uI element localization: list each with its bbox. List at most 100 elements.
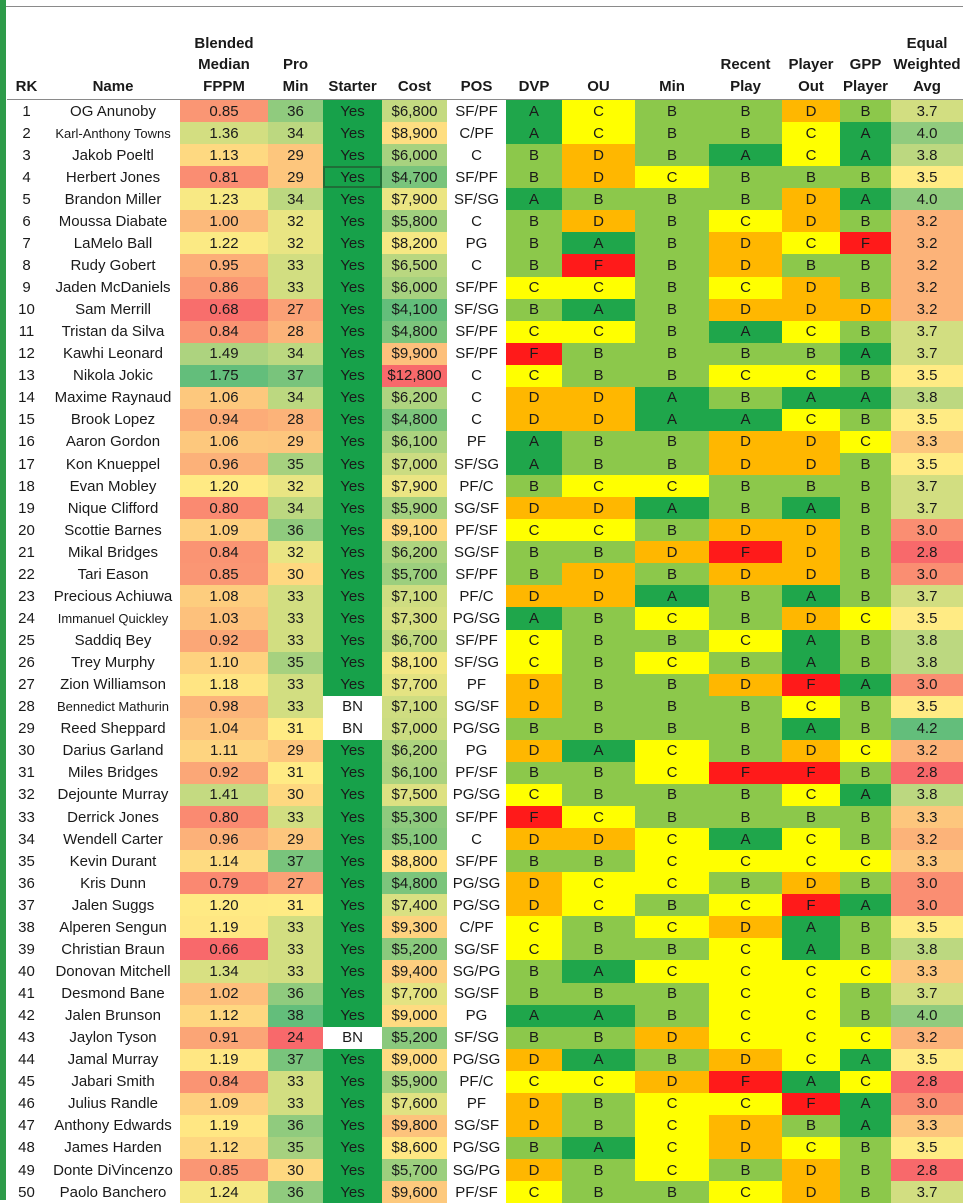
cell-min2[interactable]: C (635, 607, 709, 629)
cell-dvp[interactable]: B (506, 762, 562, 784)
cell-ou[interactable]: B (562, 365, 635, 387)
cell-fppm[interactable]: 0.85 (180, 1159, 268, 1181)
cell-rk[interactable]: 15 (7, 409, 46, 431)
cell-rk[interactable]: 40 (7, 960, 46, 982)
cell-out[interactable]: B (782, 1115, 840, 1137)
cell-fppm[interactable]: 1.12 (180, 1005, 268, 1027)
cell-cost[interactable]: $7,900 (382, 475, 447, 497)
cell-fppm[interactable]: 0.85 (180, 100, 268, 123)
cell-cost[interactable]: $6,000 (382, 277, 447, 299)
cell-min2[interactable]: B (635, 630, 709, 652)
cell-min2[interactable]: B (635, 210, 709, 232)
cell-out[interactable]: D (782, 541, 840, 563)
cell-fppm[interactable]: 1.41 (180, 784, 268, 806)
cell-out[interactable]: A (782, 1071, 840, 1093)
cell-min[interactable]: 34 (268, 188, 323, 210)
cell-min[interactable]: 37 (268, 850, 323, 872)
cell-out[interactable]: F (782, 762, 840, 784)
cell-avg[interactable]: 3.2 (891, 277, 963, 299)
cell-cost[interactable]: $4,800 (382, 409, 447, 431)
header-min[interactable]: Min (635, 7, 709, 100)
cell-pos[interactable]: PF/SF (447, 519, 506, 541)
cell-ou[interactable]: C (562, 475, 635, 497)
cell-avg[interactable]: 3.7 (891, 100, 963, 123)
cell-gpp[interactable]: B (840, 630, 891, 652)
cell-rk[interactable]: 12 (7, 343, 46, 365)
cell-pos[interactable]: PG/SG (447, 607, 506, 629)
cell-name[interactable]: Jalen Brunson (46, 1005, 180, 1027)
cell-gpp[interactable]: C (840, 431, 891, 453)
cell-min2[interactable]: B (635, 100, 709, 123)
cell-min2[interactable]: C (635, 652, 709, 674)
cell-recent[interactable]: C (709, 850, 782, 872)
cell-avg[interactable]: 3.3 (891, 431, 963, 453)
cell-recent[interactable]: C (709, 1093, 782, 1115)
cell-name[interactable]: Jalen Suggs (46, 894, 180, 916)
cell-pos[interactable]: C (447, 409, 506, 431)
cell-min2[interactable]: D (635, 541, 709, 563)
cell-out[interactable]: C (782, 409, 840, 431)
cell-rk[interactable]: 3 (7, 144, 46, 166)
cell-cost[interactable]: $8,800 (382, 850, 447, 872)
cell-name[interactable]: Anthony Edwards (46, 1115, 180, 1137)
cell-out[interactable]: C (782, 122, 840, 144)
cell-pos[interactable]: C (447, 210, 506, 232)
cell-ou[interactable]: B (562, 630, 635, 652)
cell-recent[interactable]: A (709, 321, 782, 343)
cell-dvp[interactable]: C (506, 365, 562, 387)
cell-ou[interactable]: C (562, 872, 635, 894)
cell-pos[interactable]: SG/SF (447, 696, 506, 718)
cell-name[interactable]: Jaden McDaniels (46, 277, 180, 299)
cell-min[interactable]: 33 (268, 674, 323, 696)
cell-rk[interactable]: 42 (7, 1005, 46, 1027)
cell-dvp[interactable]: D (506, 696, 562, 718)
cell-fppm[interactable]: 0.98 (180, 696, 268, 718)
cell-rk[interactable]: 34 (7, 828, 46, 850)
cell-min2[interactable]: B (635, 718, 709, 740)
cell-rk[interactable]: 25 (7, 630, 46, 652)
cell-cost[interactable]: $6,200 (382, 387, 447, 409)
cell-pos[interactable]: PG/SG (447, 784, 506, 806)
cell-gpp[interactable]: B (840, 828, 891, 850)
cell-cost[interactable]: $9,000 (382, 1049, 447, 1071)
cell-gpp[interactable]: B (840, 762, 891, 784)
cell-name[interactable]: Rudy Gobert (46, 254, 180, 276)
cell-out[interactable]: A (782, 652, 840, 674)
cell-out[interactable]: D (782, 519, 840, 541)
cell-pos[interactable]: PF (447, 1093, 506, 1115)
cell-ou[interactable]: B (562, 718, 635, 740)
cell-gpp[interactable]: A (840, 1115, 891, 1137)
cell-rk[interactable]: 49 (7, 1159, 46, 1181)
cell-out[interactable]: C (782, 321, 840, 343)
cell-fppm[interactable]: 1.34 (180, 960, 268, 982)
cell-dvp[interactable]: B (506, 983, 562, 1005)
cell-gpp[interactable]: A (840, 188, 891, 210)
header-rk[interactable]: RK (7, 7, 46, 100)
cell-name[interactable]: Maxime Raynaud (46, 387, 180, 409)
cell-out[interactable]: A (782, 585, 840, 607)
cell-min[interactable]: 29 (268, 431, 323, 453)
cell-recent[interactable]: A (709, 828, 782, 850)
cell-name[interactable]: Jakob Poeltl (46, 144, 180, 166)
cell-avg[interactable]: 2.8 (891, 762, 963, 784)
cell-out[interactable]: B (782, 166, 840, 188)
cell-rk[interactable]: 19 (7, 497, 46, 519)
cell-cost[interactable]: $5,200 (382, 1027, 447, 1049)
cell-name[interactable]: Bennedict Mathurin (46, 696, 180, 718)
cell-recent[interactable]: A (709, 409, 782, 431)
cell-starter[interactable]: Yes (323, 387, 382, 409)
cell-dvp[interactable]: F (506, 343, 562, 365)
cell-recent[interactable]: B (709, 784, 782, 806)
cell-rk[interactable]: 33 (7, 806, 46, 828)
cell-dvp[interactable]: D (506, 1115, 562, 1137)
cell-pos[interactable]: C (447, 828, 506, 850)
cell-dvp[interactable]: C (506, 784, 562, 806)
cell-dvp[interactable]: A (506, 453, 562, 475)
cell-rk[interactable]: 2 (7, 122, 46, 144)
cell-min2[interactable]: C (635, 762, 709, 784)
cell-starter[interactable]: Yes (323, 938, 382, 960)
cell-recent[interactable]: B (709, 652, 782, 674)
cell-min[interactable]: 33 (268, 585, 323, 607)
cell-dvp[interactable]: D (506, 740, 562, 762)
